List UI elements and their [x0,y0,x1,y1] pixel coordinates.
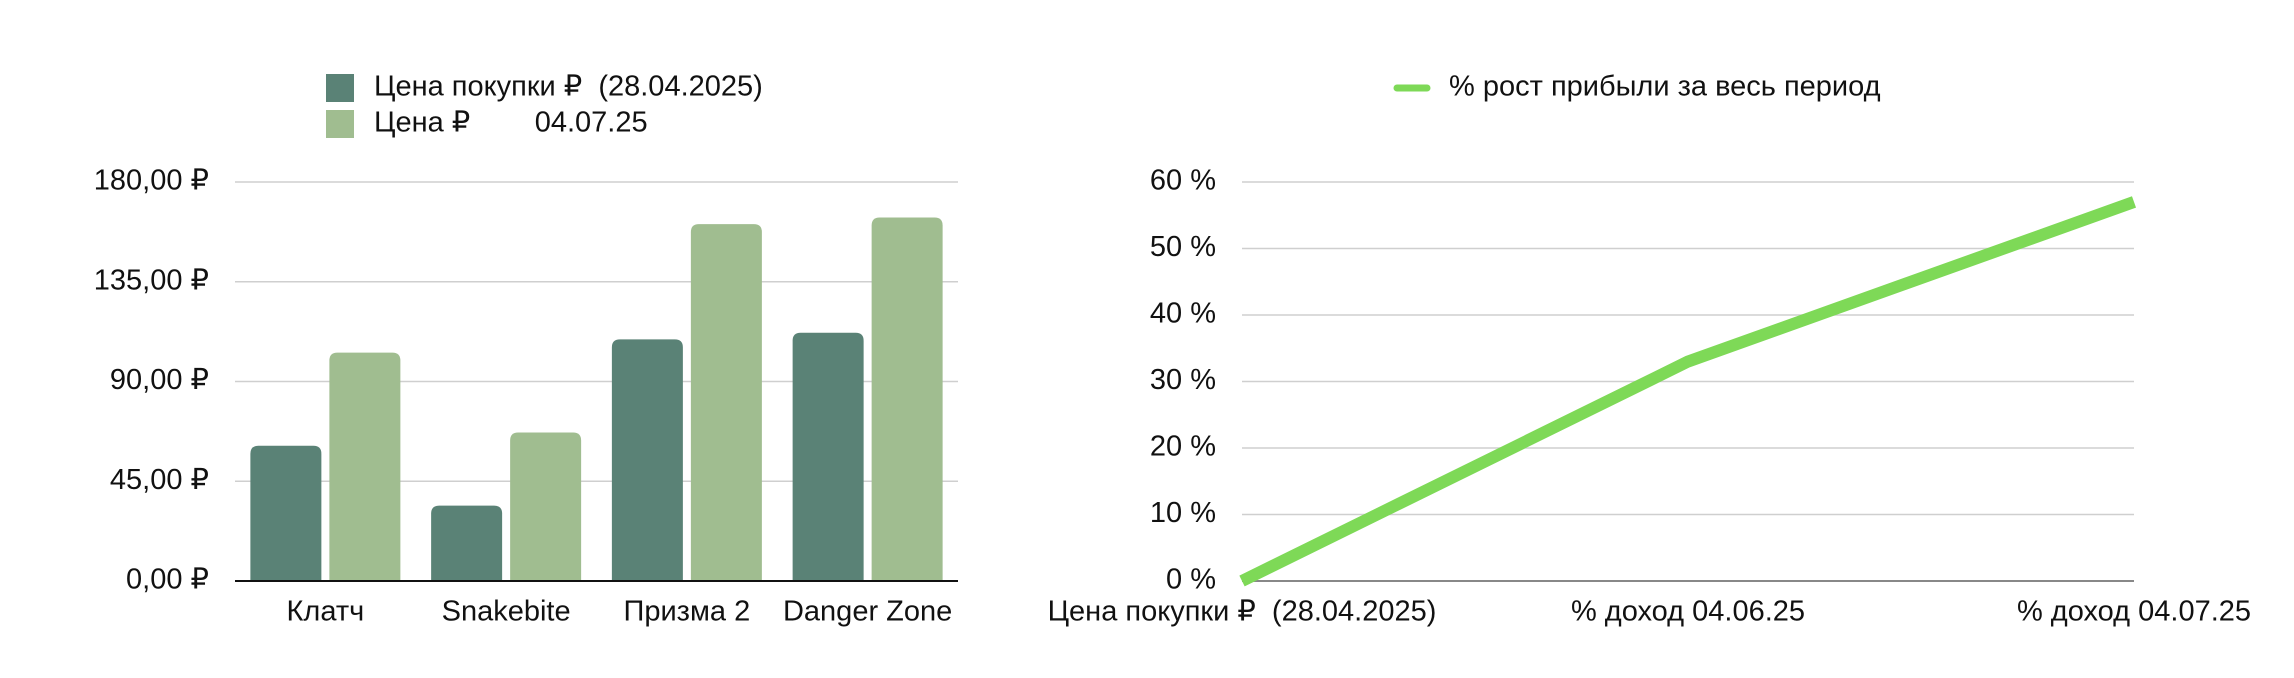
bar [431,505,503,581]
y-tick-label: 10 % [1150,497,1216,529]
y-tick-label: 60 % [1150,165,1216,197]
legend-label: Цена покупки ₽ (28.04.2025) [374,71,763,103]
y-tick-label: 90,00 ₽ [110,364,209,396]
y-tick-label: 40 % [1150,298,1216,330]
x-tick-label: Клатч [287,596,365,628]
y-tick-label: 180,00 ₽ [94,165,209,197]
bar [611,339,683,581]
y-tick-label: 0,00 ₽ [126,564,209,596]
line-series [1239,196,2137,587]
bar [510,432,582,581]
bar [250,445,322,581]
legend-swatch [326,110,354,138]
legend-swatch [326,74,354,102]
legend-label: % рост прибыли за весь период [1449,71,1881,103]
x-tick-label: Призма 2 [624,596,751,628]
x-tick-label: Snakebite [442,596,571,628]
y-tick-label: 30 % [1150,364,1216,396]
x-tick-label: % доход 04.06.25 [1571,596,1805,628]
bar [690,224,762,581]
y-tick-label: 50 % [1150,231,1216,263]
bar [792,332,864,581]
y-tick-label: 0 % [1166,564,1216,596]
legend-label: Цена ₽ 04.07.25 [374,107,648,139]
bar [871,217,943,581]
y-tick-label: 20 % [1150,431,1216,463]
bar [329,352,401,581]
x-tick-label: % доход 04.07.25 [2017,596,2251,628]
x-tick-label: Цена покупки ₽ (28.04.2025) [1048,596,1437,628]
y-tick-label: 45,00 ₽ [110,464,209,496]
x-tick-label: Danger Zone [783,596,952,628]
y-tick-label: 135,00 ₽ [94,264,209,296]
